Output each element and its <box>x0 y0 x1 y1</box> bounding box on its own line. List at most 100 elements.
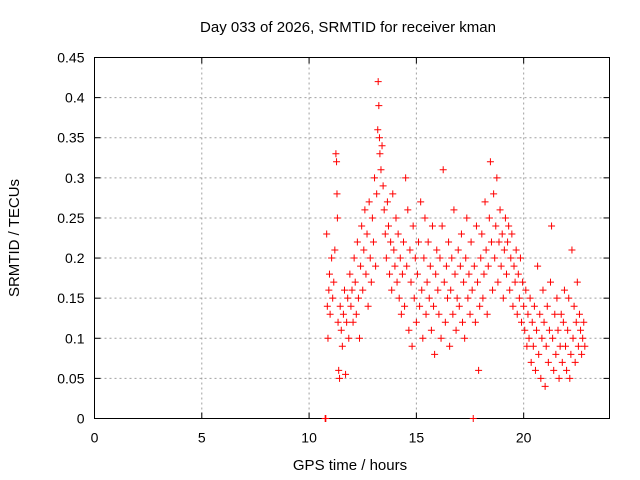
data-point <box>411 254 419 262</box>
grid <box>94 57 610 419</box>
data-point <box>452 326 460 334</box>
data-point <box>553 294 561 302</box>
data-point <box>472 222 480 230</box>
y-tick-label: 0.2 <box>65 250 85 266</box>
data-point <box>515 294 523 302</box>
x-tick-label: 5 <box>198 430 206 446</box>
data-point <box>478 230 486 238</box>
data-point <box>524 310 532 318</box>
data-point <box>527 358 535 366</box>
data-point <box>336 374 344 382</box>
data-point <box>374 126 382 134</box>
data-point <box>375 134 383 142</box>
data-point <box>392 214 400 222</box>
data-point <box>568 246 576 254</box>
data-point <box>430 302 438 310</box>
data-point <box>434 286 442 294</box>
data-point <box>420 254 428 262</box>
data-point <box>519 278 527 286</box>
axis-ticks: 0 0.05 0.1 0.15 0.2 0.25 0.3 0.35 0.4 0.45 0 5 10 15 2… <box>57 50 610 446</box>
data-point <box>391 262 399 270</box>
data-point <box>485 214 493 222</box>
data-point <box>446 342 454 350</box>
data-point <box>469 415 477 422</box>
data-point <box>570 302 578 310</box>
data-point <box>504 238 512 246</box>
data-point <box>442 262 450 270</box>
data-point <box>354 294 362 302</box>
data-point <box>409 222 417 230</box>
data-point <box>340 286 348 294</box>
data-point <box>349 318 357 326</box>
data-point <box>468 286 476 294</box>
y-axis-title: SRMTID / TECUs <box>6 179 23 297</box>
data-point <box>331 246 339 254</box>
data-point <box>453 294 461 302</box>
data-point <box>344 294 352 302</box>
data-point <box>464 294 472 302</box>
data-point <box>438 222 446 230</box>
data-point <box>455 302 463 310</box>
data-point <box>538 334 546 342</box>
data-point <box>474 278 482 286</box>
data-point <box>432 270 440 278</box>
data-point <box>569 334 577 342</box>
data-point <box>398 270 406 278</box>
data-point <box>402 174 410 182</box>
data-point <box>456 262 464 270</box>
data-point <box>558 358 566 366</box>
data-point <box>484 262 492 270</box>
data-point <box>347 302 355 310</box>
data-point <box>560 286 568 294</box>
data-point <box>415 238 423 246</box>
data-point <box>450 206 458 214</box>
data-point <box>400 238 407 246</box>
data-point <box>328 254 336 262</box>
data-point <box>537 374 545 382</box>
data-point <box>431 350 439 358</box>
data-point <box>470 262 478 270</box>
data-point <box>530 302 538 310</box>
data-point <box>445 238 453 246</box>
data-point <box>534 262 542 270</box>
data-point <box>510 262 518 270</box>
data-point <box>365 198 373 206</box>
data-point <box>395 294 403 302</box>
data-point <box>361 206 369 214</box>
data-point <box>375 102 383 110</box>
data-point <box>424 238 432 246</box>
data-point <box>426 262 434 270</box>
data-point <box>546 278 554 286</box>
x-tick-label: 15 <box>409 430 425 446</box>
data-point <box>323 230 331 238</box>
data-point <box>448 254 456 262</box>
data-point <box>526 294 534 302</box>
data-point <box>567 350 575 358</box>
data-point <box>509 302 517 310</box>
data-point <box>325 270 333 278</box>
data-point <box>506 286 514 294</box>
data-point <box>467 238 475 246</box>
data-point <box>566 374 574 382</box>
data-point <box>397 310 405 318</box>
data-point <box>403 262 411 270</box>
data-point <box>575 310 583 318</box>
data-point <box>486 158 494 166</box>
data-point <box>369 238 377 246</box>
data-point <box>479 294 487 302</box>
data-point <box>330 278 338 286</box>
data-point <box>550 366 558 374</box>
data-point <box>333 158 341 166</box>
data-point <box>545 326 553 334</box>
data-point <box>505 222 513 230</box>
data-point <box>422 310 430 318</box>
data-point <box>531 366 539 374</box>
data-point <box>437 334 445 342</box>
data-point <box>348 286 356 294</box>
data-point <box>461 334 469 342</box>
data-point <box>539 286 547 294</box>
data-points <box>321 78 589 422</box>
data-point <box>490 190 498 198</box>
data-point <box>435 310 443 318</box>
data-point <box>364 302 372 310</box>
